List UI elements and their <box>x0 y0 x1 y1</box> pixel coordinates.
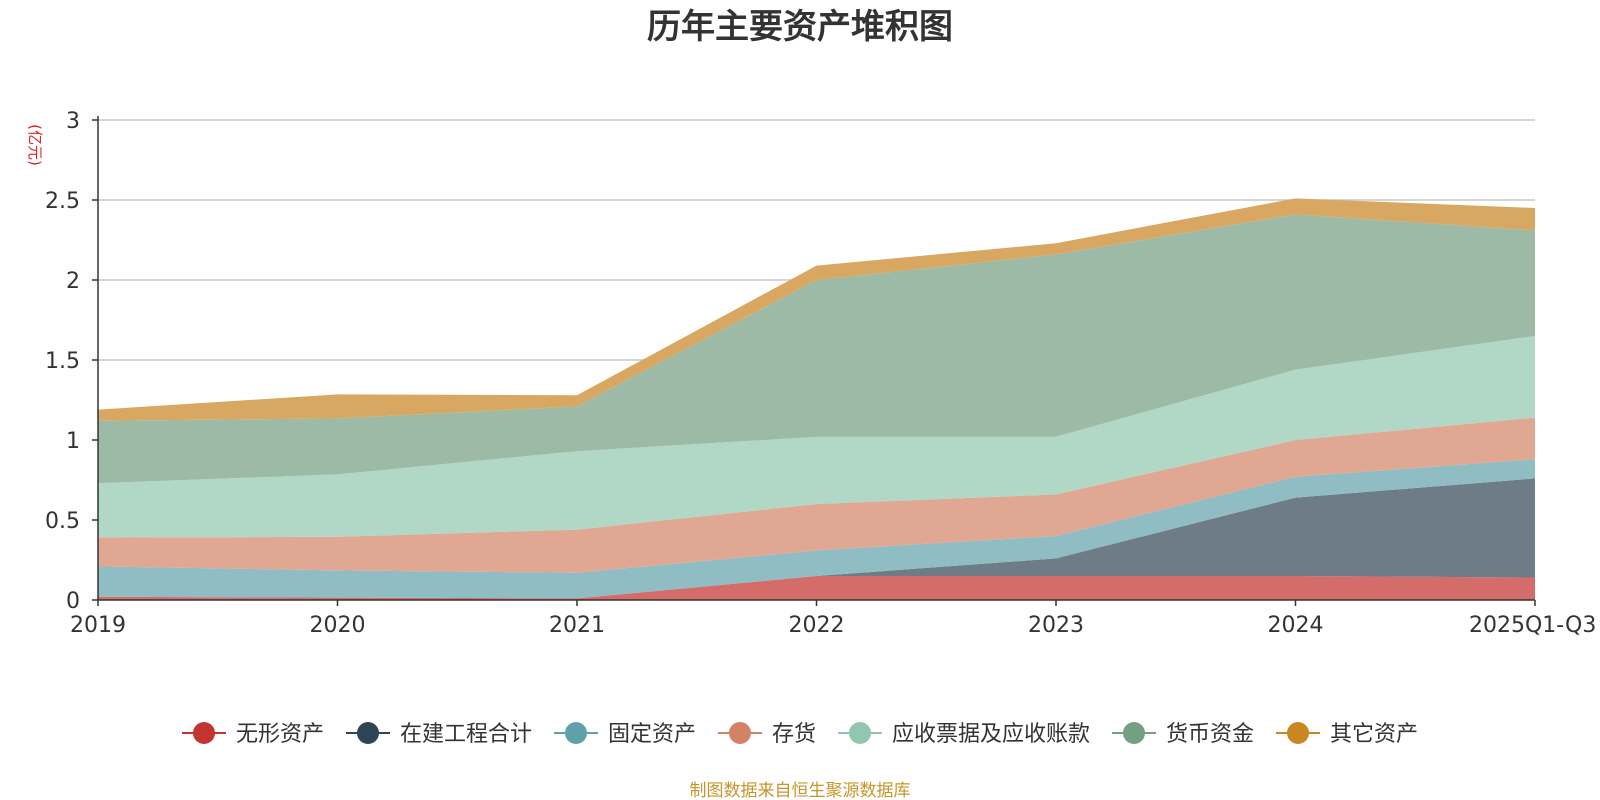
y-tick-label: 0 <box>66 589 80 614</box>
x-tick-label: 2023 <box>1028 613 1084 638</box>
legend-marker <box>565 722 587 744</box>
axis-layer: 0 0.5 1 1.5 2 2.5 3 2019 2020 2021 2022 2023 2024 202… <box>45 109 1596 638</box>
legend-item-1[interactable]: 在建工程合计 <box>346 722 532 747</box>
y-tick-label: 0.5 <box>45 509 80 534</box>
legend-label: 应收票据及应收账款 <box>892 722 1090 747</box>
chart-title: 历年主要资产堆积图 <box>647 7 953 47</box>
y-tick-label: 2.5 <box>45 189 80 214</box>
y-tick-label: 3 <box>66 109 80 134</box>
area-series-1 <box>98 478 1535 599</box>
legend-marker <box>1287 722 1309 744</box>
x-tick-label: 2024 <box>1268 613 1324 638</box>
legend-label: 其它资产 <box>1330 722 1418 747</box>
legend-label: 存货 <box>772 722 816 747</box>
legend-marker <box>357 722 379 744</box>
legend-label: 货币资金 <box>1166 722 1254 747</box>
legend-item-4[interactable]: 应收票据及应收账款 <box>838 722 1090 747</box>
legend-label: 无形资产 <box>236 722 324 747</box>
area-series-3 <box>98 417 1535 573</box>
legend-item-5[interactable]: 货币资金 <box>1112 722 1254 747</box>
legend-marker <box>1123 722 1145 744</box>
y-tick-label: 1 <box>66 429 80 454</box>
y-axis-unit: (亿元) <box>26 124 44 166</box>
x-tick-label: 2019 <box>70 613 126 638</box>
y-tick-label: 1.5 <box>45 349 80 374</box>
x-tick-label: 2025Q1-Q3 <box>1469 613 1596 638</box>
legend[interactable]: 无形资产 在建工程合计 固定资产 存货 应收票据及应收账款 货币资金 其它资产 <box>182 722 1418 747</box>
x-tick-label: 2021 <box>549 613 605 638</box>
area-series-2 <box>98 459 1535 599</box>
source-note: 制图数据来自恒生聚源数据库 <box>690 781 911 800</box>
area-series-6 <box>98 198 1535 421</box>
area-series-5 <box>98 214 1535 484</box>
x-tick-label: 2020 <box>310 613 366 638</box>
legend-marker <box>729 722 751 744</box>
legend-label: 在建工程合计 <box>400 722 532 747</box>
x-tick-label: 2022 <box>789 613 845 638</box>
area-layer <box>98 198 1535 600</box>
legend-marker <box>193 722 215 744</box>
legend-marker <box>849 722 871 744</box>
legend-item-2[interactable]: 固定资产 <box>554 722 696 747</box>
area-series-0 <box>98 576 1535 600</box>
legend-item-3[interactable]: 存货 <box>718 722 816 747</box>
legend-label: 固定资产 <box>608 722 696 747</box>
legend-item-0[interactable]: 无形资产 <box>182 722 324 747</box>
legend-item-6[interactable]: 其它资产 <box>1276 722 1418 747</box>
y-tick-label: 2 <box>66 269 80 294</box>
